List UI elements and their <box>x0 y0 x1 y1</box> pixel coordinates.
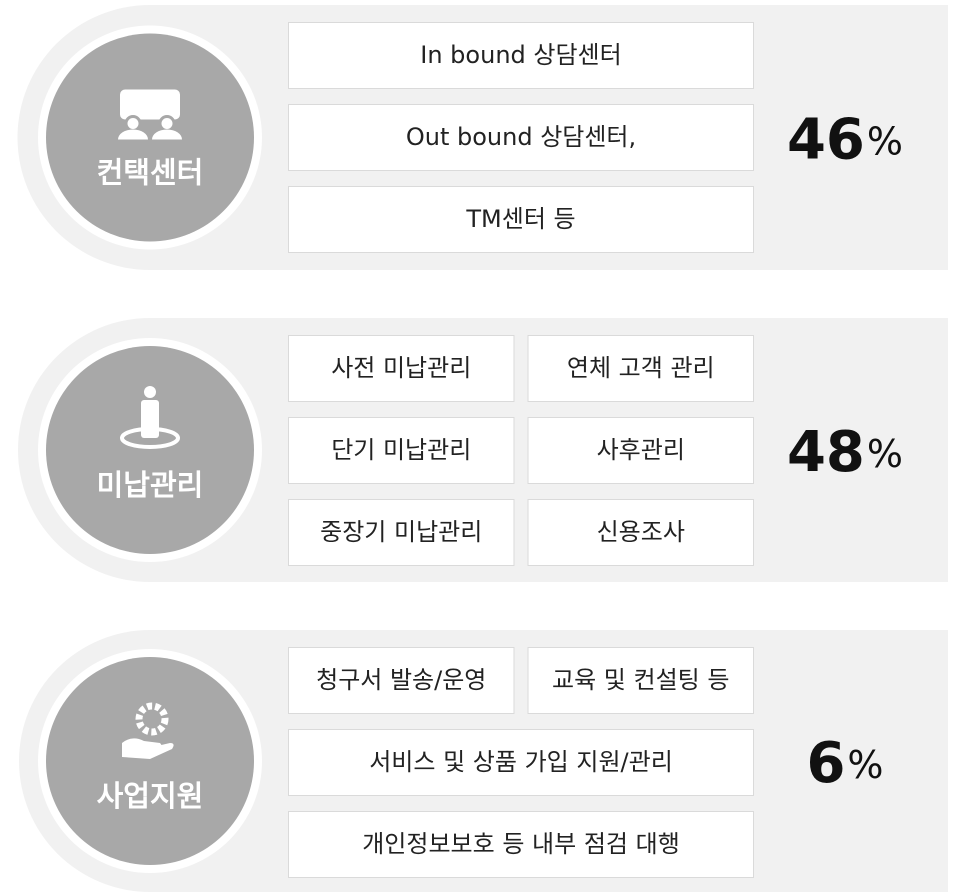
icon <box>120 427 180 449</box>
section-title: 컨택센터 <box>97 156 204 190</box>
icon <box>135 702 169 736</box>
item-box <box>288 22 754 89</box>
item-label: 사전 미납관리 <box>331 354 471 382</box>
badge <box>46 657 254 865</box>
item-box <box>288 499 515 566</box>
badge <box>46 346 254 554</box>
item-label: 중장기 미납관리 <box>320 518 482 546</box>
item-label: In bound 상담센터 <box>420 41 621 69</box>
percent-value: 6 <box>806 731 845 796</box>
item-label: 서비스 및 상품 가입 지원/관리 <box>369 748 673 776</box>
percent-unit: % <box>867 432 903 476</box>
item-label: 사후관리 <box>597 436 685 464</box>
percent-unit: % <box>847 743 883 787</box>
item-label: 개인정보보호 등 내부 점검 대행 <box>362 830 680 858</box>
item-box <box>527 335 754 402</box>
percent-value: 46 <box>787 108 865 173</box>
item-label: TM센터 등 <box>465 205 575 233</box>
item-label: 신용조사 <box>597 518 685 546</box>
item-box <box>288 186 754 253</box>
badge <box>46 33 254 242</box>
section: 컨택센터 In bound 상담센터 Out bound 상담센터, TM센터 등 46… <box>17 5 949 270</box>
percent: 6% <box>806 731 883 796</box>
percent: 46% <box>787 108 903 173</box>
icon <box>124 115 142 132</box>
item-box <box>527 647 754 714</box>
icon <box>144 386 156 398</box>
item-box <box>288 729 754 796</box>
icon <box>118 129 182 140</box>
percent-value: 48 <box>787 420 865 485</box>
item-label: 단기 미납관리 <box>331 436 471 464</box>
icon <box>122 738 174 759</box>
item-label: Out bound 상담센터, <box>406 123 636 151</box>
item-box <box>288 335 515 402</box>
percent: 48% <box>787 420 903 485</box>
item-label: 청구서 발송/운영 <box>316 666 486 694</box>
item-label: 교육 및 컨설팅 등 <box>552 666 729 694</box>
item-box <box>527 499 754 566</box>
item-label: 연체 고객 관리 <box>567 354 715 382</box>
item-box <box>288 104 754 171</box>
percent-unit: % <box>867 119 903 163</box>
section-title: 미납관리 <box>97 468 204 502</box>
icon <box>141 400 159 438</box>
icon <box>120 89 180 120</box>
section-title: 사업지원 <box>97 779 204 813</box>
item-box <box>527 417 754 484</box>
item-box <box>288 811 754 878</box>
icon <box>158 115 176 132</box>
item-box <box>288 417 515 484</box>
item-box <box>288 647 515 714</box>
